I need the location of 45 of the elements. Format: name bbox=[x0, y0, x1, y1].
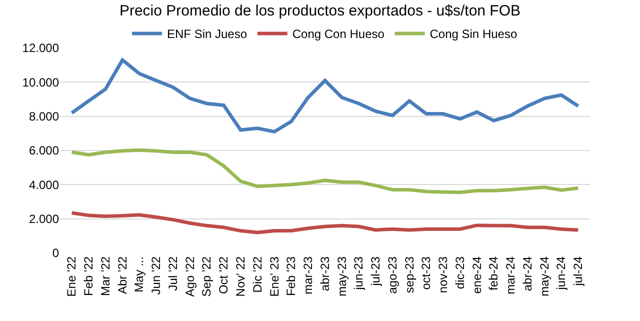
x-tick-label: Ene' 23 bbox=[267, 256, 282, 297]
x-tick-label: dic-23 bbox=[452, 256, 467, 290]
x-tick-label: may-23 bbox=[334, 256, 349, 296]
x-tick-label: nov-23 bbox=[436, 256, 450, 294]
line-series bbox=[70, 211, 580, 234]
y-tick-label: 8.000 bbox=[28, 110, 60, 124]
legend-label: ENF Sin Jueso bbox=[167, 27, 248, 42]
x-tick-label: feb-24 bbox=[486, 256, 501, 290]
x-tick-label: Jul '22 bbox=[166, 256, 180, 291]
x-tick-label: Mar '22 bbox=[98, 256, 112, 296]
x-tick-label: mar-24 bbox=[504, 256, 518, 294]
x-tick-label: sep-23 bbox=[402, 256, 416, 294]
x-tick-label: Nov' 22 bbox=[234, 256, 248, 297]
x-tick-label: jul-23 bbox=[368, 256, 383, 287]
x-tick-label: abr-23 bbox=[318, 256, 332, 292]
x-tick-label: Oct '22 bbox=[216, 256, 231, 294]
x-tick-label: Sep '22 bbox=[200, 256, 214, 297]
x-tick-label: jun-23 bbox=[352, 256, 366, 291]
y-tick-label: 2.000 bbox=[28, 212, 60, 226]
legend-label: Cong Sin Hueso bbox=[430, 27, 518, 42]
x-tick-label: Dic '22 bbox=[250, 256, 264, 293]
x-tick-label: mar-23 bbox=[301, 256, 316, 294]
chart-title: Precio Promedio de los productos exportados - u$s/ton FOB bbox=[119, 2, 521, 20]
y-tick-label: 12.000 bbox=[22, 41, 60, 56]
x-tick-label: jul-24 bbox=[571, 256, 586, 287]
y-tick-label: 4.000 bbox=[28, 178, 60, 192]
line-series bbox=[70, 148, 580, 194]
y-tick-label: 10.000 bbox=[22, 75, 60, 90]
x-tick-label: Feb '22 bbox=[82, 256, 96, 296]
y-tick-label: 0 bbox=[52, 246, 60, 260]
x-tick-label: ene-24 bbox=[470, 256, 484, 294]
legend-label: Cong Con Hueso bbox=[292, 27, 385, 42]
x-tick-label: May ... bbox=[132, 256, 146, 292]
x-tick-label: Ene '22 bbox=[64, 256, 79, 297]
line-series bbox=[70, 58, 580, 134]
y-tick-label: 6.000 bbox=[28, 144, 60, 158]
x-tick-label: Feb '23 bbox=[284, 256, 298, 296]
x-tick-label: oct-23 bbox=[419, 256, 434, 290]
x-tick-label: Abr '22 bbox=[115, 256, 130, 294]
x-tick-label: jun-24 bbox=[554, 256, 568, 291]
x-tick-label: ago-23 bbox=[385, 256, 400, 294]
x-tick-label: Jun '22 bbox=[149, 256, 164, 295]
x-tick-label: Ago '22 bbox=[182, 256, 197, 297]
x-tick-label: abr-24 bbox=[520, 256, 534, 292]
x-tick-label: may-24 bbox=[537, 256, 552, 296]
